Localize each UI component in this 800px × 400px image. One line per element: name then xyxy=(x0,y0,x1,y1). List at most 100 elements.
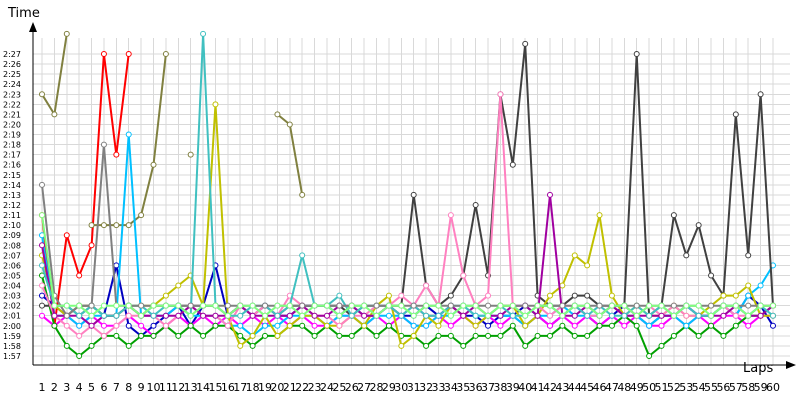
data-point xyxy=(125,312,132,319)
data-point xyxy=(732,312,739,319)
data-point xyxy=(608,312,615,319)
data-point xyxy=(596,302,603,309)
x-axis-arrow-icon xyxy=(786,361,796,369)
data-point xyxy=(138,322,145,329)
y-tick-label: 2:15 xyxy=(3,171,21,180)
data-point xyxy=(237,312,244,319)
series-line xyxy=(41,53,130,327)
data-point xyxy=(608,292,615,299)
data-point xyxy=(39,91,45,98)
data-point xyxy=(88,222,95,229)
data-point xyxy=(745,322,752,329)
data-point xyxy=(596,312,603,319)
data-point xyxy=(175,282,182,289)
data-point xyxy=(212,312,219,319)
data-point xyxy=(138,332,145,339)
data-point xyxy=(51,312,58,319)
data-point xyxy=(423,322,430,329)
data-point xyxy=(658,312,665,319)
x-tick-label: 18 xyxy=(246,381,260,394)
data-point xyxy=(571,322,578,329)
data-point xyxy=(100,51,107,57)
data-point xyxy=(584,312,591,319)
data-point xyxy=(162,292,169,299)
data-point xyxy=(286,121,293,128)
y-tick-label: 1:57 xyxy=(3,352,21,361)
data-point xyxy=(100,332,107,339)
data-point xyxy=(51,111,58,118)
x-tick-label: 3 xyxy=(63,381,70,394)
data-point xyxy=(497,91,504,98)
data-point xyxy=(658,302,665,309)
data-point xyxy=(175,312,182,319)
y-axis-arrow-icon xyxy=(29,22,37,32)
data-point xyxy=(485,312,492,319)
data-point xyxy=(348,332,355,339)
data-point xyxy=(695,222,702,229)
y-tick-label: 2:16 xyxy=(3,161,21,170)
x-tick-label: 39 xyxy=(506,381,520,394)
data-point xyxy=(745,252,752,259)
data-point xyxy=(76,302,83,309)
data-point xyxy=(187,302,194,309)
x-tick-label: 16 xyxy=(221,381,235,394)
x-tick-label: 41 xyxy=(531,381,545,394)
data-point xyxy=(720,302,727,309)
data-point xyxy=(621,312,628,319)
data-point xyxy=(113,312,120,319)
data-point xyxy=(571,302,578,309)
data-point xyxy=(336,302,343,309)
data-point xyxy=(757,312,764,319)
data-point xyxy=(546,302,553,309)
x-tick-label: 60 xyxy=(766,381,780,394)
data-point xyxy=(757,282,764,289)
data-point xyxy=(658,342,665,349)
x-tick-label: 6 xyxy=(100,381,107,394)
x-tick-label: 34 xyxy=(444,381,458,394)
data-point xyxy=(683,312,690,319)
data-point xyxy=(385,292,392,299)
data-point xyxy=(695,332,702,339)
y-tick-label: 2:09 xyxy=(3,231,21,240)
data-point xyxy=(274,312,281,319)
data-point xyxy=(125,131,132,138)
data-point xyxy=(633,322,640,329)
data-point xyxy=(274,111,281,118)
data-point xyxy=(683,302,690,309)
x-tick-label: 27 xyxy=(357,381,371,394)
data-point xyxy=(88,312,95,319)
data-point xyxy=(608,302,615,309)
data-point xyxy=(472,312,479,319)
data-point xyxy=(348,312,355,319)
data-point xyxy=(522,342,529,349)
data-point xyxy=(447,302,454,309)
data-point xyxy=(559,282,566,289)
x-tick-label: 1 xyxy=(39,381,46,394)
data-point xyxy=(522,40,529,47)
x-tick-label: 51 xyxy=(654,381,668,394)
data-point xyxy=(559,312,566,319)
y-tick-label: 2:17 xyxy=(3,151,21,160)
data-point xyxy=(63,30,70,37)
data-point xyxy=(323,322,330,329)
data-point xyxy=(76,322,83,329)
x-tick-label: 15 xyxy=(208,381,222,394)
y-tick-label: 2:00 xyxy=(3,322,21,331)
series-13 xyxy=(39,212,776,319)
data-point xyxy=(39,292,45,299)
x-tick-label: 48 xyxy=(617,381,631,394)
data-point xyxy=(187,322,194,329)
data-point xyxy=(509,312,516,319)
data-point xyxy=(113,151,120,158)
x-tick-label: 47 xyxy=(605,381,619,394)
data-point xyxy=(522,312,529,319)
x-tick-label: 52 xyxy=(667,381,681,394)
data-point xyxy=(398,292,405,299)
data-point xyxy=(175,332,182,339)
data-point xyxy=(361,322,368,329)
y-axis-title: Time xyxy=(7,6,40,21)
data-point xyxy=(162,302,169,309)
data-point xyxy=(63,322,70,329)
y-tick-label: 2:27 xyxy=(3,50,21,59)
data-point xyxy=(336,312,343,319)
